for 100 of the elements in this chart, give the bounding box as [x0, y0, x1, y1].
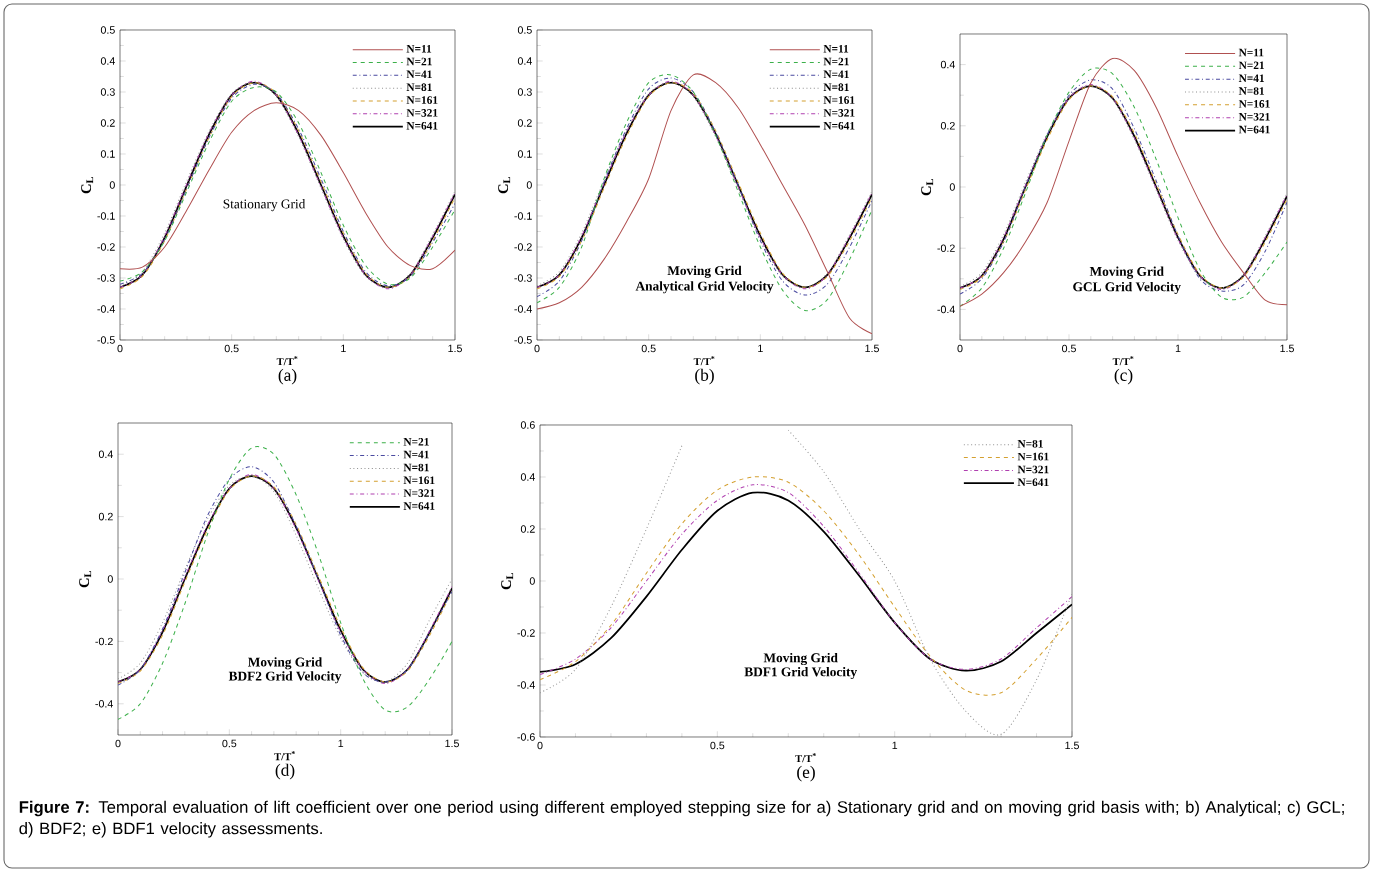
x-tick-label: 1 [338, 739, 344, 748]
y-tick-label: -0.4 [95, 700, 113, 708]
y-tick-label: -0.1 [97, 212, 115, 220]
text: Figure 7: Temporal evaluation of lift coefficient over one period using different employed stepping size for a) Stationary grid and on moving grid basis with; b) Analytical; c) GCL; d) BDF2; e) BDF1 velocity assessments. [19, 800, 1344, 838]
legend-label: N=11 [1238, 48, 1264, 57]
legend-label: N=81 [403, 463, 429, 472]
x-tick-label: 0.5 [224, 344, 239, 353]
annotation: GCL Grid Velocity [1073, 281, 1181, 295]
legend-label: N=21 [406, 57, 432, 66]
annotation: Moving Grid [1089, 266, 1164, 279]
x-tick-label: 1.5 [448, 344, 462, 353]
x-tick-label: 1 [892, 741, 898, 750]
annotation: BDF2 Grid Velocity [228, 671, 342, 684]
y-tick-label: 0.2 [940, 122, 955, 130]
text: (c) [1114, 368, 1133, 385]
annotation: BDF1 Grid Velocity [744, 666, 858, 680]
y-tick-label: 0.3 [100, 88, 115, 96]
legend-label: N=21 [403, 437, 429, 446]
x-tick-label: 0.5 [641, 344, 656, 353]
line-series [118, 446, 453, 720]
y-tick-label: 0.2 [520, 525, 535, 533]
x-tick-label: 0.5 [1062, 344, 1076, 353]
legend-label: N=11 [406, 44, 432, 53]
y-tick-label: -0.6 [517, 733, 535, 741]
legend-label: N=641 [406, 121, 438, 130]
y-axis-title: C$_{L}$ [81, 177, 94, 194]
y-tick-label: -0.4 [937, 305, 955, 314]
annotation: Stationary Grid [223, 199, 306, 212]
text: (e) [797, 765, 815, 782]
legend-label: N=81 [823, 83, 849, 92]
text: (d) [275, 763, 295, 780]
x-tick-label: 1.5 [1065, 741, 1079, 750]
x-tick-label: 0.5 [222, 739, 237, 748]
legend-label: N=41 [1238, 74, 1265, 82]
text: (b) [695, 368, 714, 385]
y-tick-label: 0.5 [100, 26, 115, 34]
legend-label: N=321 [406, 109, 438, 117]
y-tick-label: 0.1 [517, 150, 532, 158]
y-tick-label: -0.4 [97, 305, 115, 313]
x-tick-label: 1.5 [865, 344, 879, 353]
y-tick-label: -0.2 [937, 244, 955, 252]
y-tick-label: -0.4 [517, 681, 535, 689]
y-tick-label: 0.4 [517, 57, 532, 65]
y-tick-label: 0 [949, 183, 955, 191]
y-tick-label: -0.3 [97, 274, 115, 282]
y-tick-label: -0.2 [97, 243, 115, 251]
x-tick-label: 0 [537, 741, 543, 750]
x-tick-label: 1.5 [1280, 344, 1294, 353]
annotation: Analytical Grid Velocity [635, 281, 774, 294]
legend-label: N=161 [403, 476, 435, 485]
y-tick-label: 0.4 [940, 60, 955, 69]
legend-label: N=41 [823, 70, 849, 79]
y-axis-title: C$_{L}$ [921, 179, 934, 196]
legend-label: N=321 [1017, 465, 1049, 474]
x-tick-label: 0 [117, 344, 123, 353]
y-tick-label: 0.1 [100, 150, 115, 158]
y-tick-label: 0.4 [98, 450, 113, 458]
legend-label: N=21 [1238, 61, 1265, 70]
legend-label: N=161 [1238, 100, 1270, 108]
legend-label: N=641 [1017, 478, 1049, 487]
y-tick-label: -0.4 [514, 305, 532, 313]
y-tick-label: -0.2 [514, 243, 532, 251]
y-tick-label: 0.2 [98, 512, 113, 521]
legend-label: N=641 [823, 121, 855, 130]
x-tick-label: 1 [341, 344, 346, 353]
x-axis-title: T/T$^{*}$ [795, 753, 816, 763]
text: (a) [278, 368, 297, 385]
x-tick-label: 1 [1175, 344, 1181, 353]
legend-label: N=321 [1238, 112, 1270, 121]
y-tick-label: 0 [526, 181, 532, 189]
annotation: Moving Grid [763, 652, 838, 666]
y-tick-label: -0.5 [97, 336, 115, 344]
y-tick-label: 0.3 [517, 88, 532, 96]
x-axis-title: T/T$^{*}$ [1112, 356, 1134, 366]
y-tick-label: -0.3 [514, 274, 532, 282]
y-axis-title: C$_{L}$ [79, 571, 92, 588]
x-tick-label: 0.5 [710, 741, 725, 750]
y-tick-label: 0.2 [100, 119, 115, 127]
annotation: Moving Grid [248, 657, 323, 670]
legend-label: N=161 [823, 96, 855, 104]
x-axis-title: T/T$^{*}$ [274, 751, 295, 761]
y-tick-label: 0.4 [100, 57, 115, 65]
y-tick-label: 0 [109, 181, 115, 189]
x-axis-title: T/T$^{*}$ [276, 356, 298, 366]
legend-label: N=161 [406, 96, 438, 104]
y-tick-label: 0 [529, 577, 535, 585]
legend-label: N=641 [1238, 125, 1270, 134]
legend-label: N=21 [823, 57, 849, 66]
y-tick-label: -0.2 [95, 637, 113, 646]
x-tick-label: 1.5 [445, 739, 459, 748]
x-tick-label: 0 [957, 344, 963, 353]
line-series [120, 102, 456, 270]
y-tick-label: -0.5 [514, 336, 532, 344]
y-tick-label: 0 [107, 575, 113, 583]
y-tick-label: 0.4 [520, 473, 535, 481]
legend-label: N=11 [823, 44, 849, 53]
y-axis-title: C$_{L}$ [501, 573, 514, 590]
y-tick-label: 0.2 [517, 119, 532, 127]
legend-label: N=641 [403, 502, 435, 510]
legend-label: N=321 [823, 109, 855, 117]
